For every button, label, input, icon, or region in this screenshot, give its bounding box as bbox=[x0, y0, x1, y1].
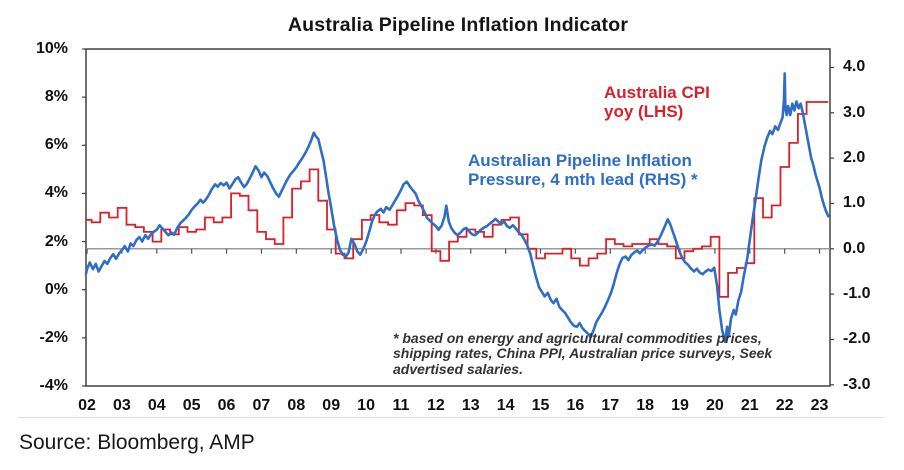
cpi-line bbox=[86, 101, 829, 298]
y-axis-label-left: 6% bbox=[44, 136, 68, 154]
x-axis-label: 11 bbox=[392, 397, 410, 414]
y-axis-label-right: 4.0 bbox=[843, 58, 866, 76]
legend-pipeline: Australian Pipeline Inflation Pressure, … bbox=[468, 151, 698, 189]
x-axis-label: 22 bbox=[775, 397, 794, 414]
x-axis-label: 10 bbox=[357, 397, 375, 414]
footnote: * based on energy and agricultural commo… bbox=[393, 330, 833, 377]
y-axis-label-left: 8% bbox=[44, 88, 68, 106]
legend-pipeline-line2: Pressure, 4 mth lead (RHS) * bbox=[468, 170, 698, 189]
x-axis-label: 18 bbox=[636, 397, 655, 414]
x-axis-label: 14 bbox=[496, 397, 515, 414]
y-axis-label-right: -2.0 bbox=[843, 330, 871, 348]
legend-pipeline-line1: Australian Pipeline Inflation bbox=[468, 151, 692, 170]
x-axis-label: 13 bbox=[461, 397, 480, 414]
x-axis-label: 02 bbox=[78, 397, 96, 414]
y-axis-label-left: -4% bbox=[39, 377, 68, 394]
y-axis-label-left: 10% bbox=[35, 40, 68, 57]
footnote-line1: * based on energy and agricultural commo… bbox=[393, 330, 762, 346]
footer-divider bbox=[18, 417, 884, 418]
y-axis-label-right: 0.0 bbox=[843, 239, 866, 257]
x-axis-label: 09 bbox=[322, 397, 341, 414]
pipeline-line bbox=[84, 72, 830, 344]
x-axis-label: 17 bbox=[601, 397, 620, 414]
chart-title: Australia Pipeline Inflation Indicator bbox=[287, 14, 629, 36]
y-axis-label-right: 3.0 bbox=[843, 103, 866, 121]
plot-border bbox=[85, 48, 831, 387]
x-axis-label: 21 bbox=[740, 397, 759, 414]
y-axis-label-right: -3.0 bbox=[843, 375, 871, 393]
x-axis-label: 19 bbox=[671, 397, 689, 414]
x-axis-label: 15 bbox=[531, 397, 550, 414]
x-axis-label: 06 bbox=[217, 397, 236, 414]
x-axis-label: 04 bbox=[147, 397, 166, 414]
x-axis-label: 07 bbox=[252, 397, 271, 414]
x-axis-label: 05 bbox=[182, 397, 201, 414]
x-axis-label: 23 bbox=[810, 397, 829, 414]
footnote-line3: advertised salaries. bbox=[393, 360, 523, 377]
x-axis-label: 03 bbox=[113, 397, 131, 414]
footnote-line2: shipping rates, China PPI, Australian pr… bbox=[393, 345, 773, 362]
source-text: Source: Bloomberg, AMP bbox=[19, 431, 255, 454]
y-axis-label-right: -1.0 bbox=[843, 285, 871, 303]
y-axis-label-left: 2% bbox=[44, 232, 68, 250]
y-axis-label-left: 0% bbox=[44, 280, 68, 298]
x-axis-label: 16 bbox=[566, 397, 585, 414]
y-axis-label-left: -2% bbox=[39, 328, 68, 346]
legend-cpi: Australia CPI yoy (LHS) bbox=[604, 83, 710, 121]
y-axis-label-right: 2.0 bbox=[843, 149, 866, 167]
y-axis-label-right: 1.0 bbox=[843, 194, 866, 212]
x-axis-label: 12 bbox=[426, 397, 445, 414]
legend-cpi-line2: yoy (LHS) bbox=[604, 102, 684, 121]
legend-cpi-line1: Australia CPI bbox=[604, 83, 710, 102]
x-axis-label: 20 bbox=[705, 397, 724, 414]
y-axis-label-left: 4% bbox=[44, 184, 68, 202]
x-axis-label: 08 bbox=[287, 397, 306, 414]
